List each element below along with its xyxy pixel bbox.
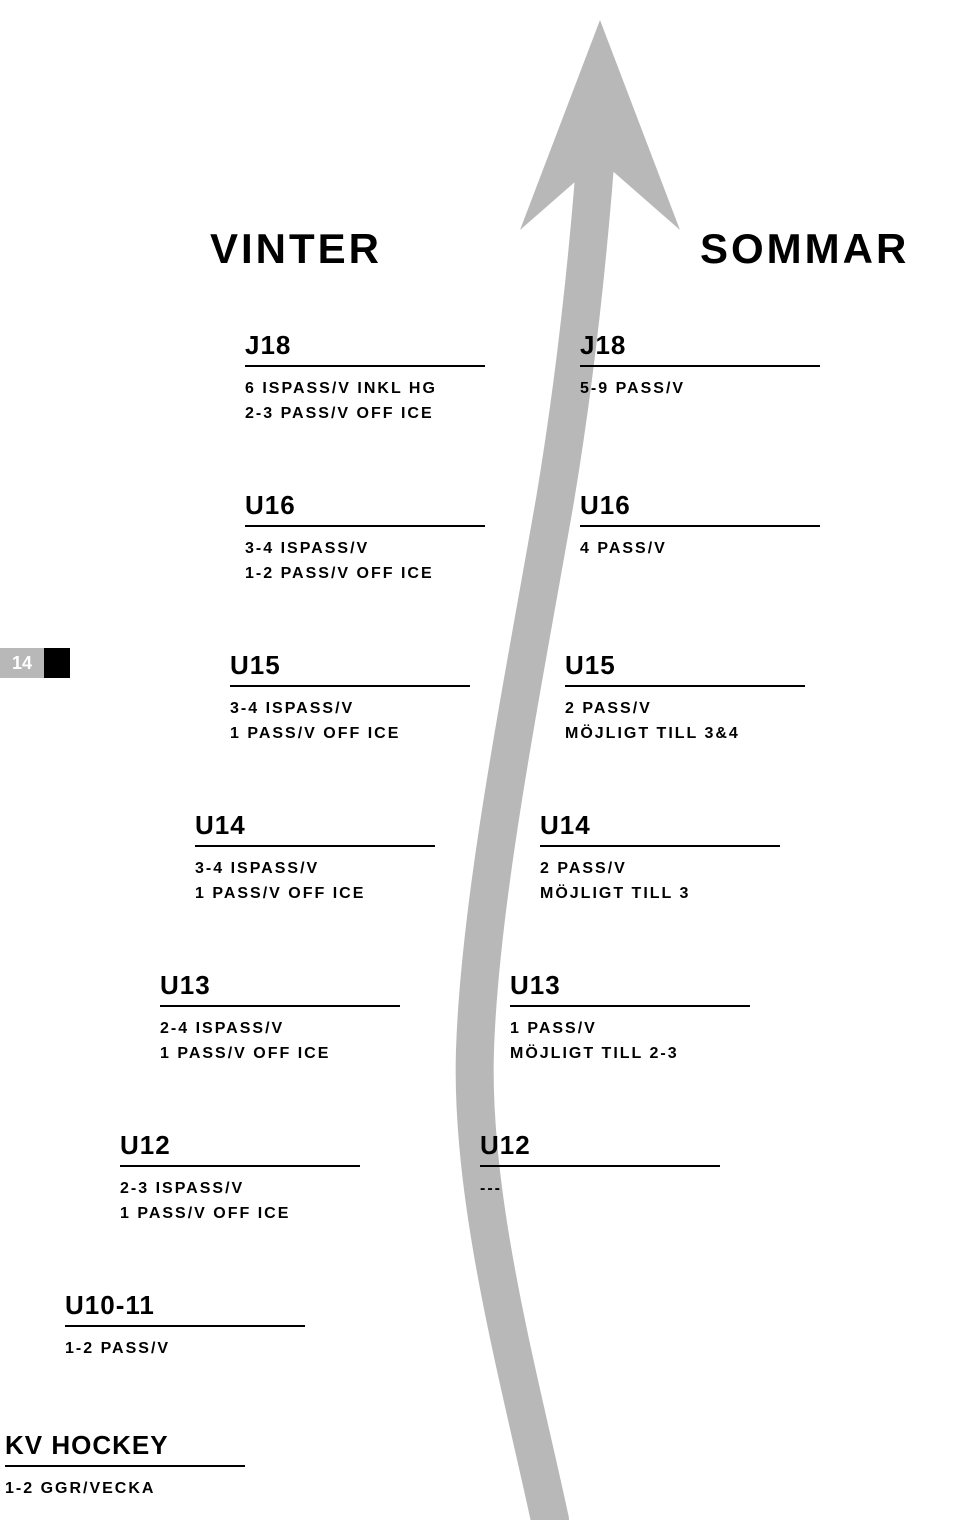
age-line: 1-2 GGR/VECKA [5,1477,245,1502]
age-lines: 1-2 PASS/V [65,1337,305,1362]
age-block: U13 1 PASS/VMÖJLIGT TILL 2-3 [510,970,750,1067]
age-block: U14 3-4 ISPASS/V1 PASS/V OFF ICE [195,810,435,907]
age-line: 1 PASS/V [510,1017,750,1042]
age-line: 2-3 ISPASS/V [120,1177,360,1202]
arrow-head [520,20,680,230]
age-block: J18 6 ISPASS/V INKL HG2-3 PASS/V OFF ICE [245,330,485,427]
heading-vinter: VINTER [210,225,382,273]
age-block: U10-11 1-2 PASS/V [65,1290,305,1362]
age-line: 4 PASS/V [580,537,820,562]
age-line: 1-2 PASS/V OFF ICE [245,562,485,587]
age-block: U16 4 PASS/V [580,490,820,562]
age-lines: 3-4 ISPASS/V1 PASS/V OFF ICE [230,697,470,747]
age-lines: 2-3 ISPASS/V1 PASS/V OFF ICE [120,1177,360,1227]
age-block: U16 3-4 ISPASS/V1-2 PASS/V OFF ICE [245,490,485,587]
age-title: U16 [580,490,820,527]
age-lines: 2 PASS/VMÖJLIGT TILL 3&4 [565,697,805,747]
age-line: 2 PASS/V [565,697,805,722]
age-title: U14 [540,810,780,847]
age-lines: 3-4 ISPASS/V1-2 PASS/V OFF ICE [245,537,485,587]
age-title: J18 [580,330,820,367]
age-block: U12 --- [480,1130,720,1202]
age-line: 3-4 ISPASS/V [230,697,470,722]
age-title: U15 [565,650,805,687]
age-line: --- [480,1177,720,1202]
age-line: 6 ISPASS/V INKL HG [245,377,485,402]
age-block: KV HOCKEY 1-2 GGR/VECKA [5,1430,245,1502]
age-line: 3-4 ISPASS/V [245,537,485,562]
age-block: U12 2-3 ISPASS/V1 PASS/V OFF ICE [120,1130,360,1227]
age-line: MÖJLIGT TILL 3&4 [565,722,805,747]
age-lines: 4 PASS/V [580,537,820,562]
age-lines: 2-4 ISPASS/V1 PASS/V OFF ICE [160,1017,400,1067]
page-number: 14 [0,648,44,678]
age-title: U12 [480,1130,720,1167]
age-line: 1 PASS/V OFF ICE [120,1202,360,1227]
age-line: 5-9 PASS/V [580,377,820,402]
age-lines: 2 PASS/VMÖJLIGT TILL 3 [540,857,780,907]
age-title: U14 [195,810,435,847]
age-title: U16 [245,490,485,527]
age-line: MÖJLIGT TILL 3 [540,882,780,907]
age-line: 2-3 PASS/V OFF ICE [245,402,485,427]
age-lines: 5-9 PASS/V [580,377,820,402]
age-line: 1 PASS/V OFF ICE [195,882,435,907]
age-lines: --- [480,1177,720,1202]
age-block: U13 2-4 ISPASS/V1 PASS/V OFF ICE [160,970,400,1067]
age-line: 2-4 ISPASS/V [160,1017,400,1042]
age-title: U12 [120,1130,360,1167]
age-lines: 1 PASS/VMÖJLIGT TILL 2-3 [510,1017,750,1067]
age-line: 3-4 ISPASS/V [195,857,435,882]
age-line: 1 PASS/V OFF ICE [230,722,470,747]
heading-sommar: SOMMAR [700,225,909,273]
age-title: U13 [160,970,400,1007]
arrow-shaft [475,95,600,1520]
age-line: 1-2 PASS/V [65,1337,305,1362]
age-lines: 6 ISPASS/V INKL HG2-3 PASS/V OFF ICE [245,377,485,427]
age-block: J18 5-9 PASS/V [580,330,820,402]
age-lines: 1-2 GGR/VECKA [5,1477,245,1502]
age-title: U13 [510,970,750,1007]
age-line: 1 PASS/V OFF ICE [160,1042,400,1067]
age-line: 2 PASS/V [540,857,780,882]
age-line: MÖJLIGT TILL 2-3 [510,1042,750,1067]
age-title: U15 [230,650,470,687]
age-lines: 3-4 ISPASS/V1 PASS/V OFF ICE [195,857,435,907]
age-block: U15 3-4 ISPASS/V1 PASS/V OFF ICE [230,650,470,747]
age-title: J18 [245,330,485,367]
age-title: KV HOCKEY [5,1430,245,1467]
age-title: U10-11 [65,1290,305,1327]
age-block: U15 2 PASS/VMÖJLIGT TILL 3&4 [565,650,805,747]
age-block: U14 2 PASS/VMÖJLIGT TILL 3 [540,810,780,907]
